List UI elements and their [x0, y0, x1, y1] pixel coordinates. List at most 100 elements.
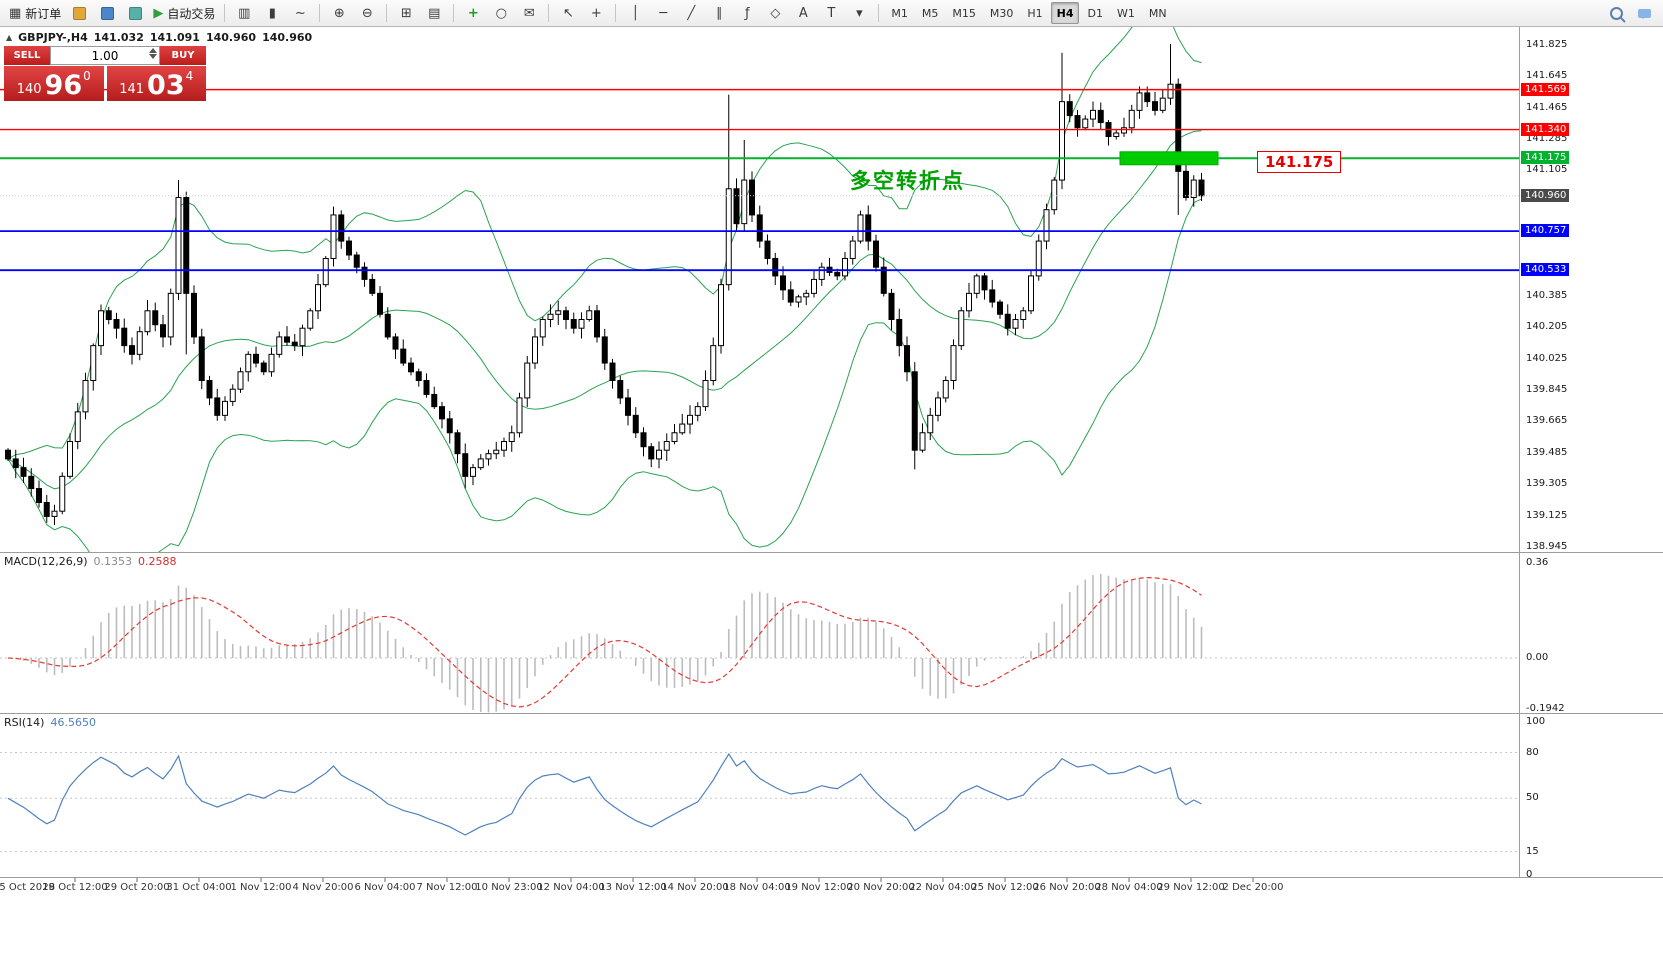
- axis-time-label: 14 Nov 20:00: [661, 882, 729, 893]
- axis-time-label: 25 Nov 12:00: [971, 882, 1039, 893]
- axis-price-label: 140.385: [1526, 289, 1568, 301]
- spinner-down-icon[interactable]: [149, 54, 157, 59]
- timeframe-w1-button[interactable]: W1: [1116, 6, 1135, 20]
- crosshair-icon: +: [590, 5, 602, 21]
- auto-trading-button[interactable]: ▶ 自动交易: [149, 2, 219, 24]
- templates-icon: ✉: [523, 5, 535, 21]
- chart-ohlc-header: ▲ GBPJPY-,H4 141.032 141.091 140.960 140…: [6, 31, 312, 44]
- price-level-callout[interactable]: 141.175: [1257, 151, 1342, 173]
- axis-price-label: 0.36: [1526, 556, 1549, 568]
- axis-time-label: 25 Oct 2019: [0, 882, 55, 893]
- trendline-button[interactable]: ╱: [677, 2, 705, 24]
- buy-button[interactable]: BUY: [160, 46, 206, 65]
- templates-button[interactable]: ✉: [515, 2, 543, 24]
- price-level-tag: 141.175: [1521, 151, 1569, 165]
- axis-price-label: 141.465: [1526, 101, 1568, 113]
- axis-time-label: 29 Oct 20:00: [104, 882, 170, 893]
- volume-input[interactable]: 1.00: [50, 46, 160, 65]
- axis-price-label: 139.125: [1526, 509, 1568, 521]
- timeframe-m30-button[interactable]: M30: [989, 6, 1014, 20]
- bar-chart-button[interactable]: ▥: [230, 2, 258, 24]
- arrange-windows-button[interactable]: ▤: [420, 2, 448, 24]
- timeframe-m1-button[interactable]: M1: [891, 6, 908, 20]
- axis-time-label: 6 Nov 04:00: [354, 882, 416, 893]
- zoom-in-icon: ⊕: [333, 5, 345, 21]
- periods-icon: ○: [495, 5, 507, 21]
- tile-windows-button[interactable]: ⊞: [392, 2, 420, 24]
- navigator-button[interactable]: [93, 2, 121, 24]
- axis-price-label: 140.205: [1526, 321, 1568, 333]
- indicators-button[interactable]: +: [459, 2, 487, 24]
- ohlc-high: 141.091: [149, 31, 200, 44]
- fibonacci-button[interactable]: ƒ: [733, 2, 761, 24]
- zoom-in-button[interactable]: ⊕: [325, 2, 353, 24]
- axis-price-label: 80: [1526, 746, 1539, 758]
- toolbar: ▦ 新订单 ▶ 自动交易 ▥ ▮ ~ ⊕ ⊖ ⊞ ▤ + ○ ✉ ↖ + │ ─ ╱ ∥ ƒ ◇ A T ▾ M1 M5 M15 M30…: [0, 0, 1663, 27]
- macd-main-value: 0.1353: [93, 555, 133, 568]
- cursor-icon: ↖: [562, 5, 574, 21]
- text-label-button[interactable]: T: [817, 2, 845, 24]
- volume-value: 1.00: [91, 48, 119, 63]
- crosshair-button[interactable]: +: [582, 2, 610, 24]
- axis-time-label: 26 Nov 20:00: [1033, 882, 1101, 893]
- macd-name: MACD(12,26,9): [4, 555, 88, 568]
- timeframe-h4-button[interactable]: H4: [1050, 2, 1080, 24]
- timeframe-mn-button[interactable]: MN: [1148, 6, 1167, 20]
- rsi-value: 46.5650: [50, 716, 96, 729]
- axis-price-label: -0.1942: [1526, 703, 1565, 715]
- sell-price-int: 140: [16, 82, 42, 97]
- sell-price-button[interactable]: 140 96 0: [4, 66, 104, 101]
- zoom-out-button[interactable]: ⊖: [353, 2, 381, 24]
- new-order-button[interactable]: ▦ 新订单: [5, 2, 65, 24]
- axis-time-label: 12 Nov 04:00: [537, 882, 605, 893]
- search-button[interactable]: [1602, 2, 1630, 24]
- arrows-button[interactable]: ▾: [845, 2, 873, 24]
- timeframe-m15-button[interactable]: M15: [952, 6, 976, 20]
- rsi-indicator-label: RSI(14) 46.5650: [4, 716, 96, 729]
- chart-annotation-text[interactable]: 多空转折点: [850, 169, 965, 193]
- one-click-trading-panel: SELL 1.00 BUY 140 96 0 141 03 4: [4, 46, 206, 101]
- candlestick-chart-button[interactable]: ▮: [258, 2, 286, 24]
- axis-price-label: 139.845: [1526, 384, 1568, 396]
- periods-button[interactable]: ○: [487, 2, 515, 24]
- buy-price-button[interactable]: 141 03 4: [106, 66, 206, 101]
- volume-spinner[interactable]: [149, 48, 157, 59]
- line-chart-button[interactable]: ~: [286, 2, 314, 24]
- price-level-tag: 140.960: [1521, 188, 1569, 202]
- community-button[interactable]: [1630, 2, 1658, 24]
- text-button[interactable]: A: [789, 2, 817, 24]
- axis-time-label: 22 Nov 04:00: [909, 882, 977, 893]
- axis-time-label: 1 Nov 12:00: [230, 882, 292, 893]
- horizontal-line-button[interactable]: ─: [649, 2, 677, 24]
- price-level-tag: 140.533: [1521, 263, 1569, 277]
- axis-price-label: 138.945: [1526, 540, 1568, 552]
- shapes-button[interactable]: ◇: [761, 2, 789, 24]
- new-order-icon: ▦: [9, 5, 22, 21]
- line-chart-icon: ~: [294, 5, 306, 21]
- axis-price-label: 100: [1526, 716, 1546, 727]
- axis-time-label: 10 Nov 23:00: [475, 882, 543, 893]
- vertical-line-button[interactable]: │: [621, 2, 649, 24]
- shapes-icon: ◇: [770, 5, 781, 21]
- axis-price-label: 139.485: [1526, 446, 1568, 458]
- vertical-line-icon: │: [631, 5, 640, 21]
- price-level-tag: 141.569: [1521, 82, 1569, 96]
- ohlc-low: 140.960: [205, 31, 257, 44]
- timeframe-m5-button[interactable]: M5: [921, 6, 939, 20]
- terminal-button[interactable]: [121, 2, 149, 24]
- sell-button[interactable]: SELL: [4, 46, 50, 65]
- price-axis[interactable]: 141.825 141.645 141.465 141.285 141.105 140.3…: [1520, 27, 1663, 880]
- ohlc-close: 140.960: [262, 31, 313, 44]
- spinner-up-icon[interactable]: [149, 48, 157, 53]
- toolbar-separator: [224, 4, 226, 22]
- axis-time-label: 7 Nov 12:00: [416, 882, 478, 893]
- market-watch-button[interactable]: [65, 2, 93, 24]
- timeframe-d1-button[interactable]: D1: [1087, 6, 1103, 20]
- axis-price-label: 0: [1526, 868, 1533, 880]
- cursor-button[interactable]: ↖: [554, 2, 582, 24]
- equidistant-channel-button[interactable]: ∥: [705, 2, 733, 24]
- sell-price-frac: 0: [83, 69, 91, 83]
- timeframe-h1-button[interactable]: H1: [1027, 6, 1043, 20]
